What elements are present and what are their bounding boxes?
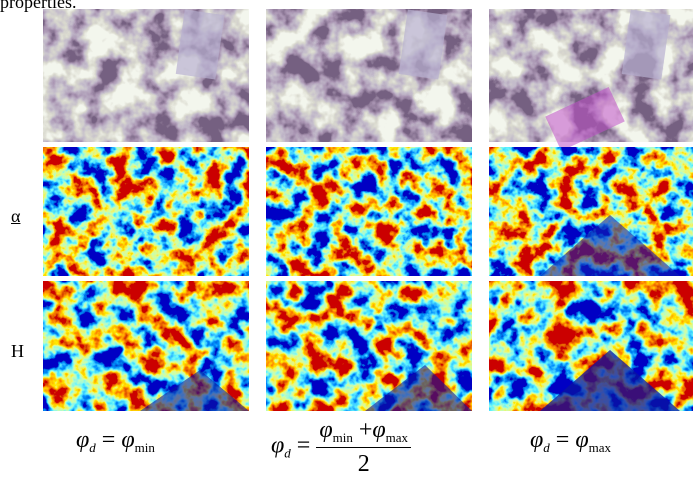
page: {"header": {"text": "properties."}, "row… (0, 0, 693, 479)
subscript: d (284, 446, 291, 461)
symbol: φ (271, 433, 284, 459)
numerator: φmin +φmax (316, 418, 411, 448)
row-label: H (11, 341, 24, 362)
symbol: φ (319, 417, 332, 443)
symbol: φ (121, 427, 134, 453)
operator: + (359, 417, 373, 443)
figure-grid (0, 0, 693, 479)
caption: φd = φmin +φmax 2 (271, 418, 411, 476)
symbol: φ (530, 427, 543, 453)
row-label: α (11, 206, 20, 227)
image (266, 147, 472, 276)
denominator: 2 (316, 448, 411, 476)
operator: = (102, 427, 116, 453)
symbol: φ (575, 427, 588, 453)
subscript: d (89, 440, 96, 455)
subscript: min (333, 430, 353, 445)
symbol: φ (76, 427, 89, 453)
operator: = (556, 427, 570, 453)
symbol: φ (372, 417, 385, 443)
operator: = (297, 433, 311, 459)
subscript: max (589, 440, 611, 455)
subscript: d (543, 440, 550, 455)
subscript: max (386, 430, 408, 445)
image (43, 147, 249, 276)
caption: φd = φmin (76, 428, 155, 454)
body-text: properties. (0, 0, 76, 13)
caption: φd = φmax (530, 428, 611, 454)
subscript: min (135, 440, 155, 455)
fraction: φmin +φmax 2 (316, 418, 411, 476)
